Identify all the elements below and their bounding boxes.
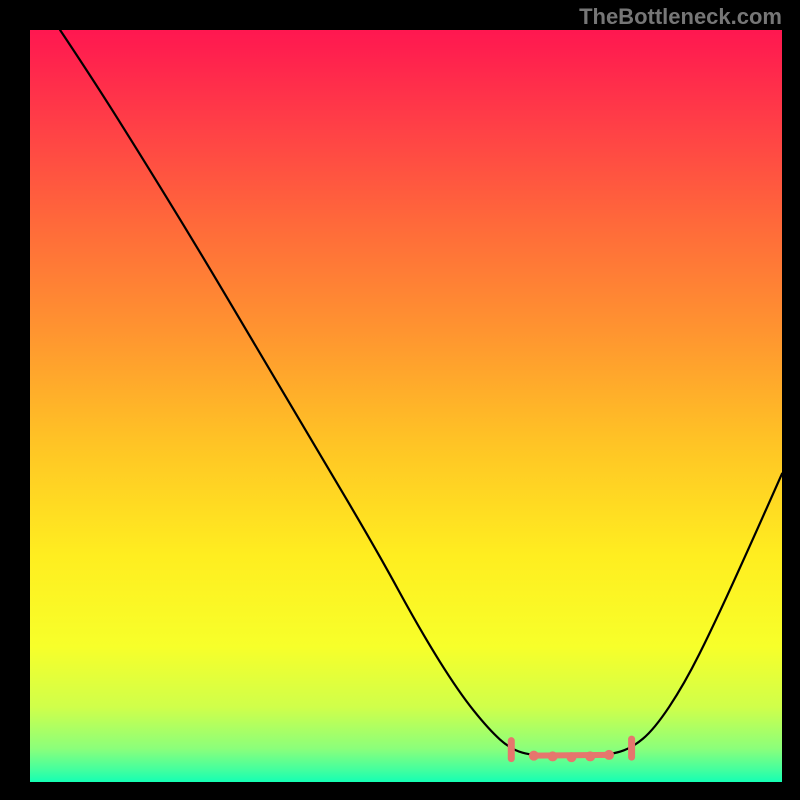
flat-region-dot — [548, 751, 558, 761]
flat-region-dot — [604, 750, 614, 760]
frame-border-left — [0, 0, 30, 800]
frame-border-right — [782, 0, 800, 800]
bottleneck-chart — [30, 30, 782, 782]
flat-region-dot — [566, 752, 576, 762]
gradient-background — [30, 30, 782, 782]
flat-region-dot — [585, 751, 595, 761]
flat-region-dot — [529, 751, 539, 761]
frame-border-bottom — [0, 782, 800, 800]
watermark-text: TheBottleneck.com — [579, 4, 782, 30]
chart-svg — [30, 30, 782, 782]
